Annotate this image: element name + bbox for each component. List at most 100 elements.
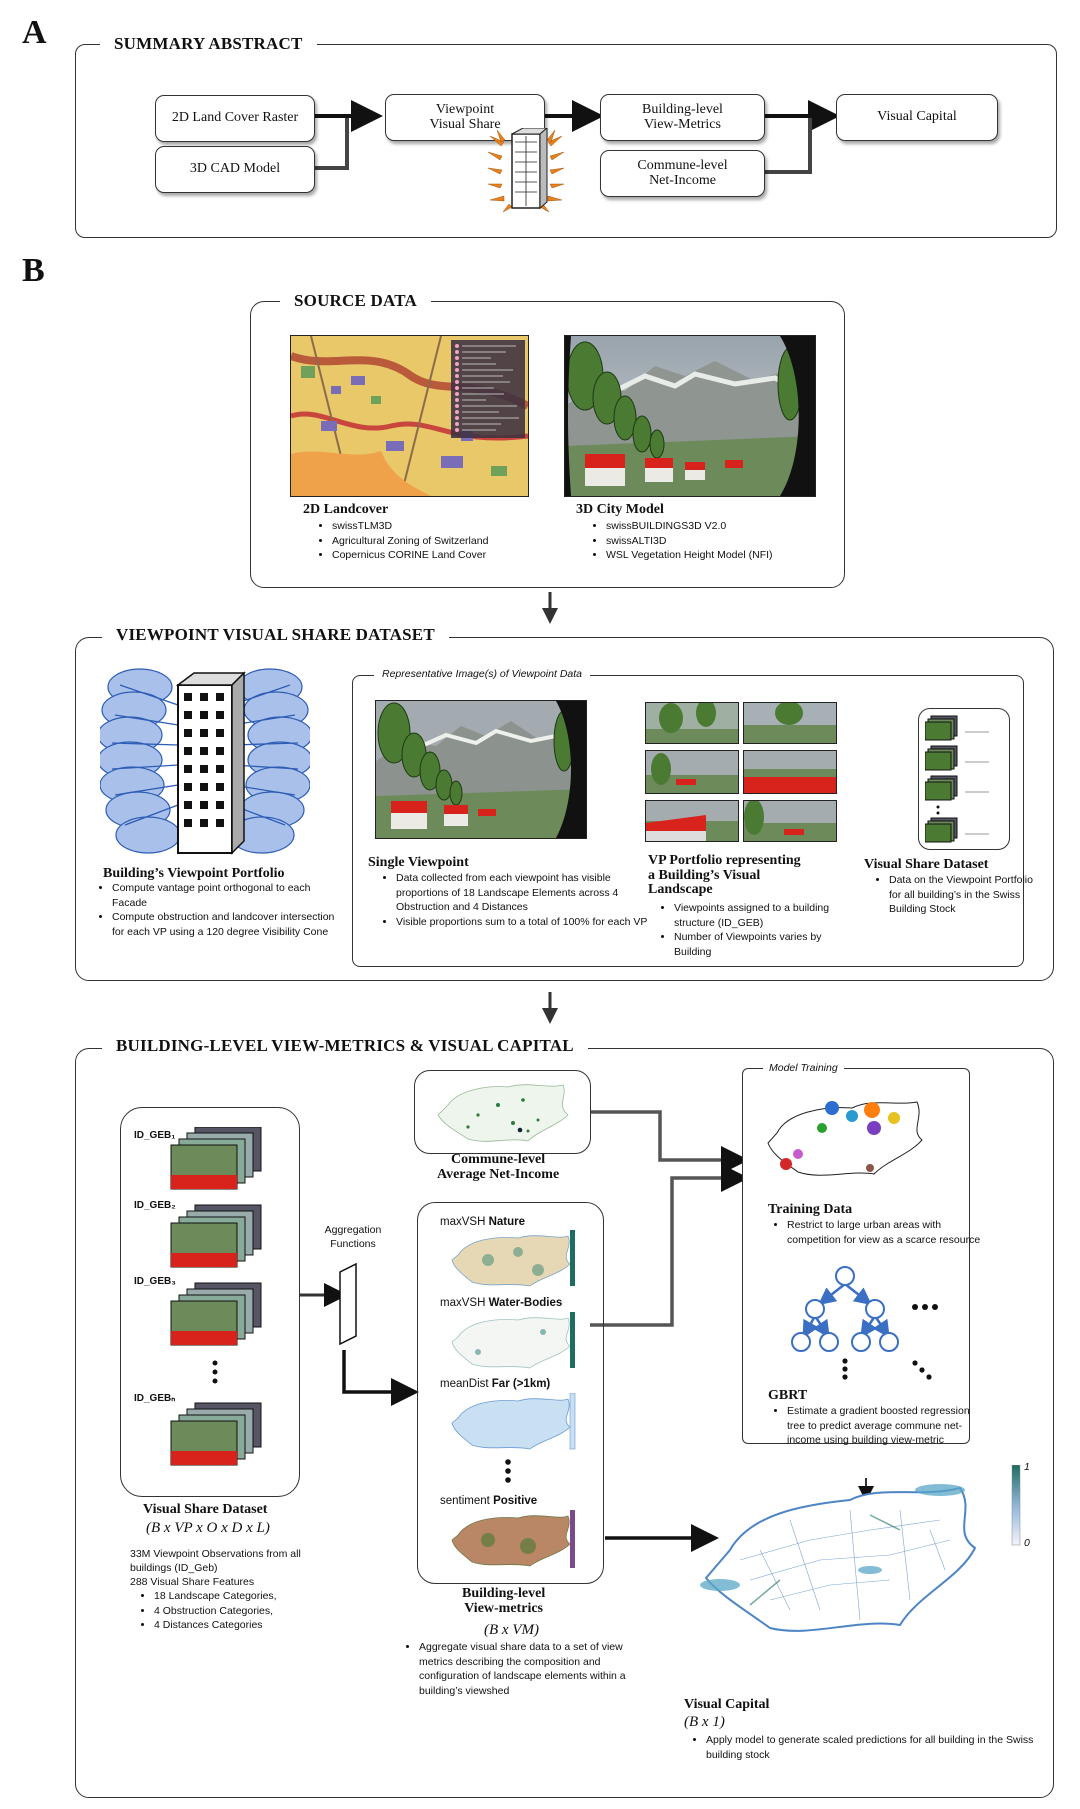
bvm-vsd-formula: (B x VP x O x D x L) (146, 1520, 270, 1536)
id-geb-label: ID_GEB₂ (134, 1200, 176, 1211)
visual-capital-formula: (B x 1) (684, 1714, 725, 1730)
bvm-title: BUILDING-LEVEL VIEW-METRICS & VISUAL CAP… (102, 1036, 588, 1056)
landcover-raster-box: 2D Land Cover Raster (155, 95, 315, 142)
sentiment-map (451, 1510, 575, 1568)
bvm-vsd-list: 18 Landscape Categories, 4 Obstruction C… (130, 1589, 354, 1633)
far-distance-map (451, 1393, 576, 1450)
metric-name: Positive (493, 1495, 538, 1507)
city-model-item: swissBUILDINGS3D V2.0 (606, 519, 846, 534)
gbrt-caption: GBRT (768, 1388, 808, 1403)
metric-label-sentiment: sentiment Positive (440, 1494, 537, 1510)
metrics-list: Aggregate visual share data to a set of … (395, 1640, 654, 1699)
commune-net-income-box: Commune-level Net-Income (600, 150, 765, 197)
training-data-caption: Training Data (768, 1202, 853, 1217)
metric-name: Far (>1km) (491, 1378, 551, 1390)
portfolio-list: Compute vantage point orthogonal to each… (88, 881, 342, 940)
landcover-item: Copernicus CORINE Land Cover (332, 548, 562, 563)
panel-label-b: B (22, 252, 45, 289)
bvm-vsd-text2: 288 Visual Share Features (130, 1576, 255, 1588)
metrics-formula: (B x VM) (484, 1622, 539, 1638)
metrics-caption: Building-level View-metrics (462, 1586, 546, 1616)
landcover-map-image (290, 335, 529, 497)
city-model-list: swissBUILDINGS3D V2.0 swissALTI3D WSL Ve… (582, 519, 846, 563)
bvm-vsd-item: 4 Distances Categories (154, 1618, 354, 1633)
vsd-item: Data on the Viewpoint Portfolio for all … (889, 873, 1039, 917)
gbrt-list: Estimate a gradient boosted regression t… (763, 1404, 987, 1448)
id-geb-label: ID_GEBₙ (134, 1393, 176, 1404)
vsd-caption: Visual Share Dataset (864, 857, 989, 872)
single-viewpoint-item: Visible proportions sum to a total of 10… (396, 915, 656, 930)
panel-label-a: A (22, 14, 47, 51)
water-map (451, 1312, 575, 1369)
source-data-title: SOURCE DATA (280, 291, 431, 311)
viewpoint-visual-share-box: Viewpoint Visual Share (385, 94, 545, 141)
visual-capital-colorbar (1011, 1465, 1021, 1546)
down-arrow-1 (542, 592, 558, 624)
landcover-item: Agricultural Zoning of Switzerland (332, 534, 562, 549)
vsd-list: Data on the Viewpoint Portfolio for all … (865, 873, 1039, 917)
gbrt-item: Estimate a gradient boosted regression t… (787, 1404, 987, 1448)
id-geb-label: ID_GEB₁ (134, 1130, 176, 1141)
metrics-item: Aggregate visual share data to a set of … (419, 1640, 654, 1699)
bvm-vsd-item: 4 Obstruction Categories, (154, 1604, 354, 1619)
portfolio-item: Compute vantage point orthogonal to each… (112, 881, 342, 910)
nature-map (451, 1230, 575, 1287)
id-geb-label: ID_GEB₃ (134, 1276, 176, 1287)
summary-arrows (314, 100, 840, 174)
cad-model-box: 3D CAD Model (155, 146, 315, 193)
summary-title: SUMMARY ABSTRACT (100, 34, 317, 54)
colorbar-max-label: 1 (1024, 1461, 1030, 1473)
city-model-item: WSL Vegetation Height Model (NFI) (606, 548, 846, 563)
city-model-image (564, 335, 816, 497)
vp-portfolio-list: Viewpoints assigned to a building struct… (650, 901, 859, 960)
single-viewpoint-list: Data collected from each viewpoint has v… (372, 871, 656, 930)
metric-prefix: maxVSH (440, 1297, 489, 1309)
aggregation-funnel-icon (339, 1262, 357, 1346)
vp-portfolio-caption: VP Portfolio representing a Building’s V… (648, 853, 801, 898)
vp-portfolio-item: Number of Viewpoints varies by Building (674, 930, 859, 959)
commune-map-bracket (414, 1070, 591, 1154)
vp-thumbnail (743, 800, 837, 842)
vsd-stack-icon (925, 715, 989, 843)
landcover-list: swissTLM3D Agricultural Zoning of Switze… (308, 519, 562, 563)
commune-income-map (437, 1084, 569, 1142)
commune-income-caption: Commune-level Average Net-Income (437, 1152, 560, 1182)
vp-thumbnail (743, 702, 837, 744)
metric-label-far: meanDist Far (>1km) (440, 1377, 550, 1393)
landcover-item: swissTLM3D (332, 519, 562, 534)
vp-thumbnail (743, 750, 837, 794)
training-data-list: Restrict to large urban areas with compe… (763, 1218, 987, 1247)
single-viewpoint-item: Data collected from each viewpoint has v… (396, 871, 656, 915)
vp-thumbnail (645, 800, 739, 842)
training-urban-map (767, 1101, 923, 1176)
city-model-caption: 3D City Model (576, 502, 664, 517)
aggregation-label: Aggregation Functions (324, 1224, 382, 1251)
metric-prefix: maxVSH (440, 1216, 489, 1228)
representative-images-label: Representative Image(s) of Viewpoint Dat… (374, 668, 590, 680)
colorbar-min-label: 0 (1024, 1537, 1030, 1549)
portfolio-caption: Building’s Viewpoint Portfolio (103, 866, 285, 881)
visual-capital-caption: Visual Capital (684, 1697, 770, 1712)
visual-capital-list: Apply model to generate scaled predictio… (682, 1733, 1046, 1762)
bvm-vsd-item: 18 Landscape Categories, (154, 1589, 354, 1604)
single-viewpoint-caption: Single Viewpoint (368, 855, 469, 870)
visual-capital-box: Visual Capital (836, 94, 998, 141)
metric-label-water: maxVSH Water-Bodies (440, 1296, 562, 1312)
vp-thumbnail (645, 702, 739, 744)
model-training-label: Model Training (763, 1062, 844, 1074)
metric-name: Water-Bodies (488, 1297, 563, 1309)
vp-thumbnail (645, 750, 739, 794)
vp-portfolio-item: Viewpoints assigned to a building struct… (674, 901, 859, 930)
building-image-stacks (170, 1127, 262, 1466)
portfolio-item: Compute obstruction and landcover inters… (112, 910, 342, 939)
building-orange-arrows-icon (487, 128, 565, 213)
down-arrow-2 (542, 992, 558, 1024)
landcover-caption: 2D Landcover (303, 502, 389, 517)
bvm-vsd-caption: Visual Share Dataset (143, 1502, 268, 1517)
metric-prefix: meanDist (440, 1378, 492, 1390)
visual-capital-item: Apply model to generate scaled predictio… (706, 1733, 1046, 1762)
metrics-ellipsis (505, 1459, 511, 1483)
gbrt-tree-icon (791, 1266, 938, 1380)
building-stack-bracket (120, 1107, 300, 1497)
bvm-arrows (300, 1110, 874, 1552)
